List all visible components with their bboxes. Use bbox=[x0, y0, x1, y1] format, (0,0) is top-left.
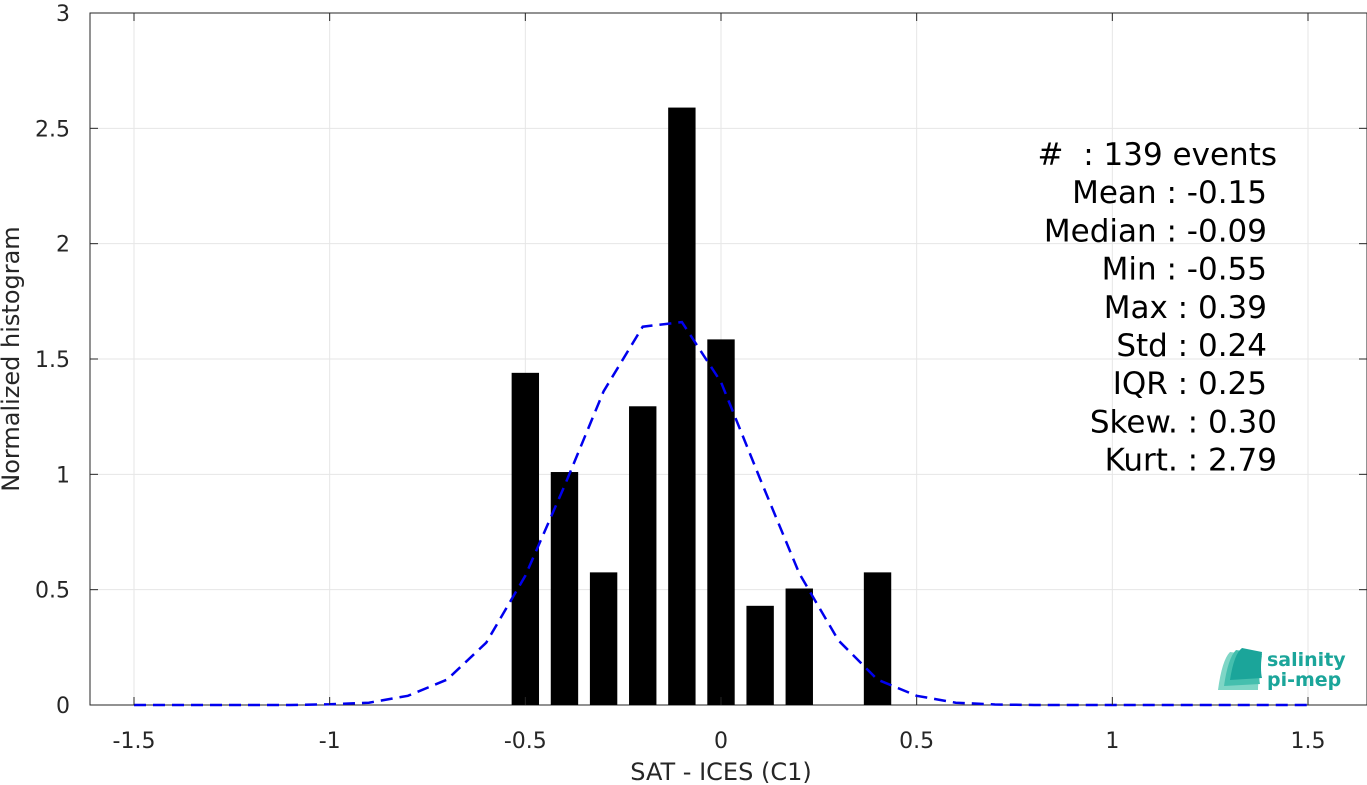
stats-line: Kurt. : 2.79 bbox=[1105, 443, 1277, 479]
x-tick-label: 0 bbox=[714, 729, 728, 754]
x-tick-label: 1.5 bbox=[1291, 729, 1326, 754]
y-tick-label: 0.5 bbox=[35, 579, 70, 604]
stats-line: Std : 0.24 bbox=[1116, 328, 1267, 364]
y-tick-label: 1.5 bbox=[35, 348, 70, 373]
histogram-bar bbox=[589, 572, 618, 705]
y-tick-label: 1 bbox=[56, 463, 70, 488]
logo-line-2: pi-mep bbox=[1267, 669, 1341, 691]
x-axis-label: SAT - ICES (C1) bbox=[630, 758, 811, 785]
y-tick-label: 2.5 bbox=[35, 117, 70, 142]
histogram-bar bbox=[863, 572, 892, 705]
salinity-wave-icon bbox=[1218, 648, 1262, 690]
logo-line-1: salinity bbox=[1267, 649, 1346, 671]
x-tick-label: 0.5 bbox=[899, 729, 934, 754]
stats-line: Min : -0.55 bbox=[1102, 252, 1267, 288]
stats-line: Max : 0.39 bbox=[1104, 290, 1267, 326]
y-axis-label: Normalized histogram bbox=[0, 226, 25, 491]
stats-line: Mean : -0.15 bbox=[1072, 175, 1267, 211]
x-tick-label: -0.5 bbox=[504, 729, 547, 754]
histogram-bar bbox=[746, 605, 774, 705]
histogram-bar bbox=[785, 588, 813, 705]
histogram-bar bbox=[668, 107, 696, 705]
stats-line: # : 139 events bbox=[1038, 137, 1277, 173]
x-axis-ticks: -1.5 -1 -0.5 0 0.5 1 1.5 bbox=[113, 13, 1326, 754]
salinity-pimep-logo: salinity pi-mep bbox=[1218, 648, 1346, 691]
y-tick-label: 2 bbox=[56, 233, 70, 258]
x-tick-label: 1 bbox=[1105, 729, 1119, 754]
histogram-bar bbox=[550, 472, 579, 705]
histogram-bar bbox=[511, 372, 540, 705]
y-tick-label: 3 bbox=[56, 2, 70, 27]
histogram-bar bbox=[707, 339, 735, 705]
y-tick-label: 0 bbox=[56, 694, 70, 719]
stats-line: Skew. : 0.30 bbox=[1090, 404, 1277, 440]
y-axis-ticks: 0 0.5 1 1.5 2 2.5 3 bbox=[35, 2, 1367, 719]
x-tick-label: -1 bbox=[319, 729, 341, 754]
stats-line: Median : -0.09 bbox=[1044, 213, 1267, 249]
histogram-bar bbox=[629, 406, 657, 705]
stats-line: IQR : 0.25 bbox=[1113, 366, 1267, 402]
x-tick-label: -1.5 bbox=[113, 729, 156, 754]
